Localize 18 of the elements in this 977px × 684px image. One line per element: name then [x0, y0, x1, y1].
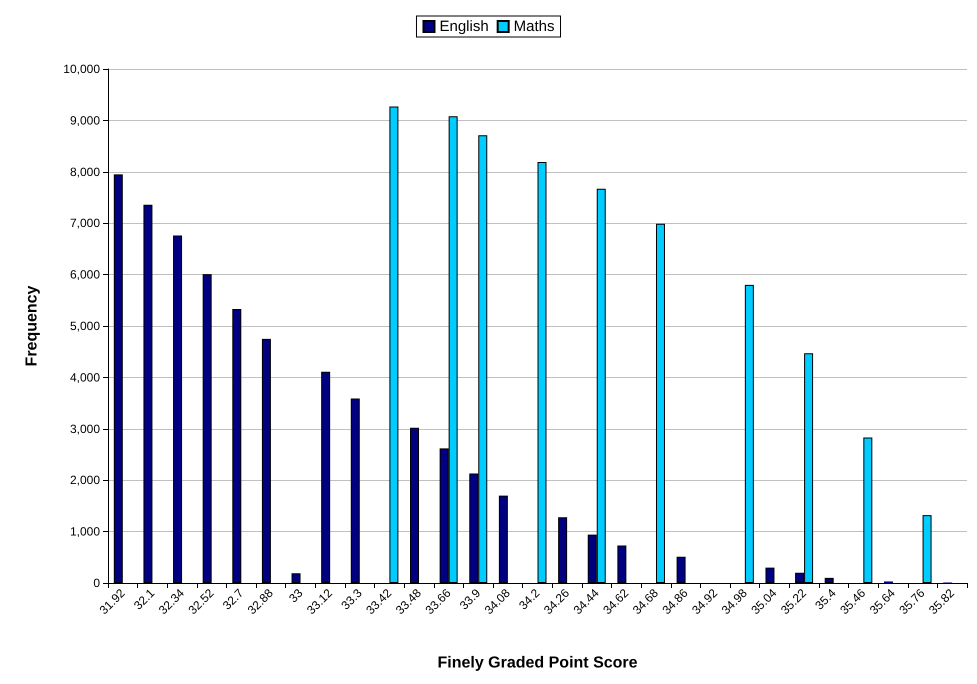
y-tick-label: 9,000: [70, 113, 100, 128]
y-tick-label: 5,000: [70, 319, 100, 333]
y-tick-label: 10,000: [63, 62, 100, 76]
y-tick-label: 7,000: [70, 216, 100, 230]
legend-label: English: [439, 18, 489, 35]
y-tick-label: 8,000: [70, 164, 100, 179]
x-tick-label: 33.9: [456, 586, 484, 612]
y-tick-label: 6,000: [70, 268, 100, 282]
y-tick-label: 4,000: [70, 370, 100, 384]
y-tick-label: 3,000: [70, 422, 100, 436]
y-tick-label: 1,000: [70, 524, 100, 539]
legend-label: Maths: [514, 18, 555, 35]
x-tick-label: 33: [286, 586, 306, 606]
x-axis-title: Finely Graded Point Score: [437, 654, 638, 672]
y-tick-label: 0: [93, 576, 100, 590]
y-tick-label: 2,000: [70, 473, 100, 488]
x-tick-label: 32.1: [130, 586, 158, 612]
y-axis-title: Frequency: [24, 285, 40, 366]
